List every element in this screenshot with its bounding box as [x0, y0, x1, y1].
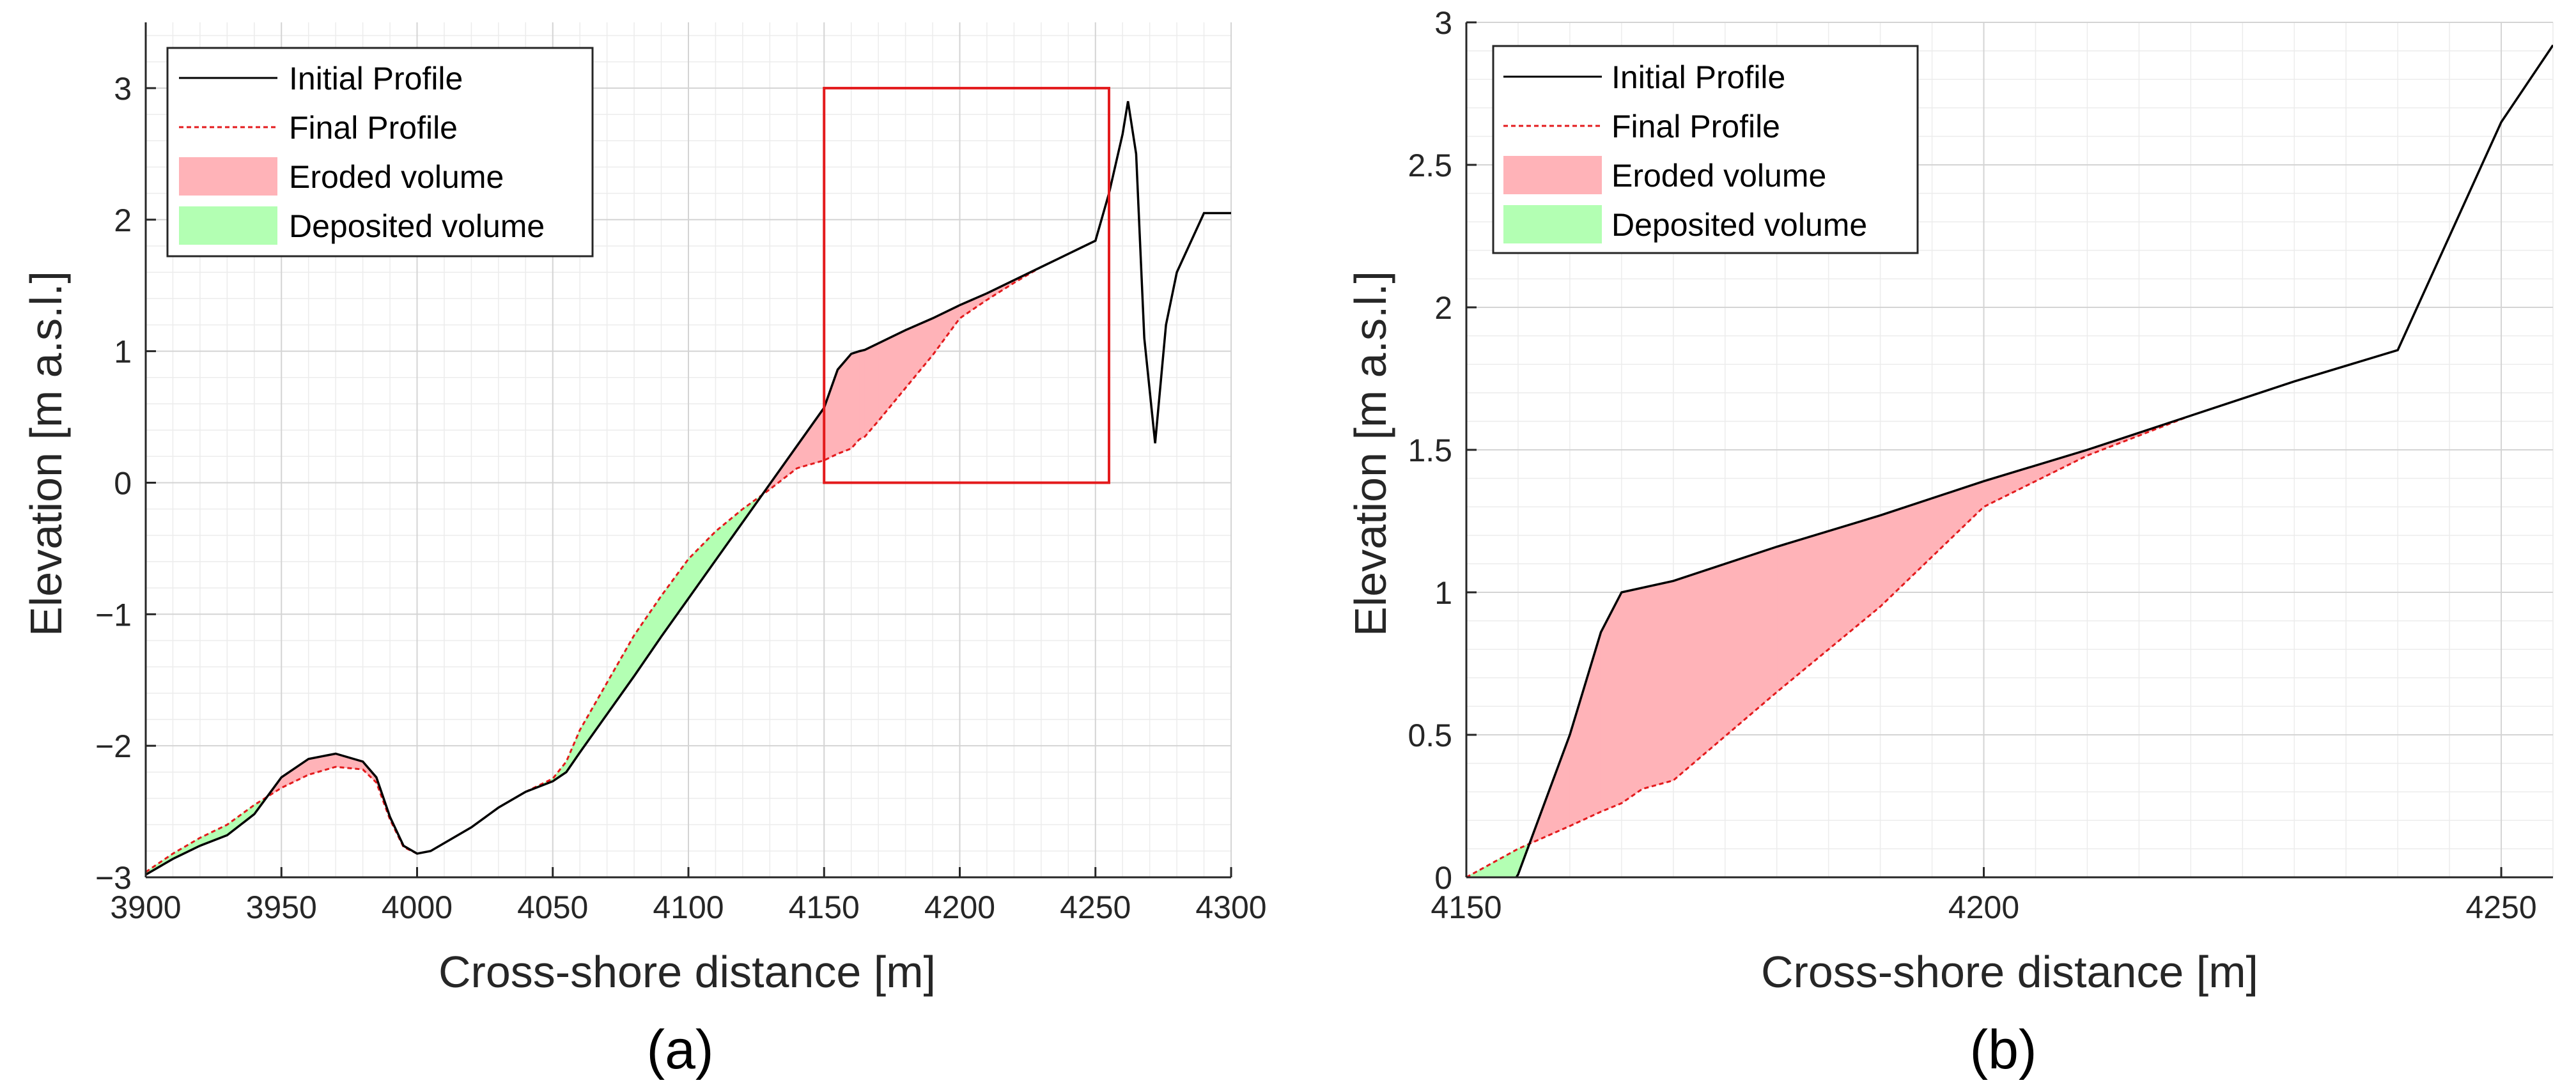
panel-b-lines: [1466, 44, 2553, 877]
x-tick-label: 4200: [924, 889, 995, 925]
eroded-volume-area: [823, 369, 838, 461]
deposited-volume-area: [715, 508, 743, 562]
panel-a-lines: [146, 101, 1231, 876]
legend-swatch-deposited: [1503, 205, 1602, 243]
panel-b: 4150 4200 4250 0 0.5 1 1.5 2 2.5 3 Initial Profil…: [1346, 5, 2554, 1080]
legend-swatch-deposited: [179, 206, 277, 245]
eroded-volume-area: [959, 293, 988, 319]
y-tick-label: 0: [114, 465, 132, 501]
panel-a: 3900 3950 4000 4050 4100 4150 4200 4250 4300 −3 −2…: [21, 22, 1267, 1080]
y-tick-label: 3: [114, 71, 132, 107]
x-tick-label: 4300: [1195, 889, 1266, 925]
eroded-volume-area: [878, 329, 906, 422]
x-tick-label: 4000: [382, 889, 453, 925]
legend-label-eroded: Eroded volume: [1611, 158, 1826, 194]
legend-swatch-eroded: [179, 157, 277, 196]
panel-a-fills: [146, 266, 1042, 875]
y-tick-label: 0: [1434, 860, 1452, 896]
x-tick-label: 4250: [1060, 889, 1131, 925]
panel-b-fills: [1466, 415, 2191, 877]
panel-b-ylabel: Elevation [m a.s.l.]: [1346, 271, 1395, 636]
y-tick-label: 1: [114, 334, 132, 370]
deposited-volume-area: [199, 824, 228, 847]
panel-a-ylabel: Elevation [m a.s.l.]: [21, 271, 71, 636]
x-tick-label: 4200: [1948, 889, 2019, 925]
x-tick-label: 4150: [1431, 889, 1501, 925]
legend-label-deposited: Deposited volume: [289, 208, 545, 244]
x-tick-label: 4050: [517, 889, 588, 925]
panel-a-label: (a): [646, 1019, 713, 1080]
legend-label-final: Final Profile: [1611, 109, 1780, 144]
eroded-volume-area: [1621, 587, 1643, 804]
panel-b-xlabel: Cross-shore distance [m]: [1761, 947, 2258, 997]
x-tick-label: 4250: [2465, 889, 2536, 925]
legend-label-deposited: Deposited volume: [1611, 207, 1867, 243]
initial-profile-line: [146, 101, 1231, 876]
panel-b-label: (b): [1969, 1019, 2037, 1080]
deposited-volume-area: [661, 558, 689, 638]
legend-swatch-eroded: [1503, 156, 1602, 194]
initial-profile-line: [1515, 44, 2553, 877]
panel-a-xlabel: Cross-shore distance [m]: [438, 947, 936, 997]
panel-b-legend: Initial Profile Final Profile Eroded vol…: [1492, 45, 1919, 254]
y-tick-label: 2.5: [1408, 148, 1452, 183]
y-tick-label: 2: [114, 203, 132, 238]
panel-b-ticks: 4150 4200 4250 0 0.5 1 1.5 2 2.5 3: [1408, 5, 2536, 925]
y-tick-label: 1.5: [1408, 433, 1452, 468]
x-tick-label: 4150: [789, 889, 860, 925]
eroded-volume-area: [1641, 580, 1674, 790]
deposited-volume-area: [633, 594, 662, 677]
legend-label-initial: Initial Profile: [289, 61, 463, 96]
y-tick-label: 0.5: [1408, 718, 1452, 753]
eroded-volume-area: [1569, 632, 1601, 827]
panel-a-ticks: 3900 3950 4000 4050 4100 4150 4200 4250 4300 −3 −2…: [95, 71, 1267, 925]
y-tick-label: 2: [1434, 290, 1452, 326]
y-tick-label: −1: [95, 597, 132, 633]
y-tick-label: −3: [95, 860, 132, 896]
x-tick-label: 3950: [246, 889, 317, 925]
eroded-volume-area: [851, 350, 860, 450]
legend-label-eroded: Eroded volume: [289, 159, 504, 195]
x-tick-label: 4100: [653, 889, 724, 925]
legend-label-initial: Initial Profile: [1611, 59, 1785, 95]
panel-a-legend: Initial Profile Final Profile Eroded vol…: [166, 47, 594, 258]
y-tick-label: 1: [1434, 575, 1452, 611]
legend-label-final: Final Profile: [289, 110, 458, 146]
eroded-volume-area: [858, 349, 865, 440]
y-tick-label: −2: [95, 728, 132, 764]
eroded-volume-area: [796, 406, 825, 469]
y-tick-label: 3: [1434, 5, 1452, 41]
x-tick-label: 3900: [110, 889, 181, 925]
panel-a-zoom-box: [823, 86, 1110, 484]
